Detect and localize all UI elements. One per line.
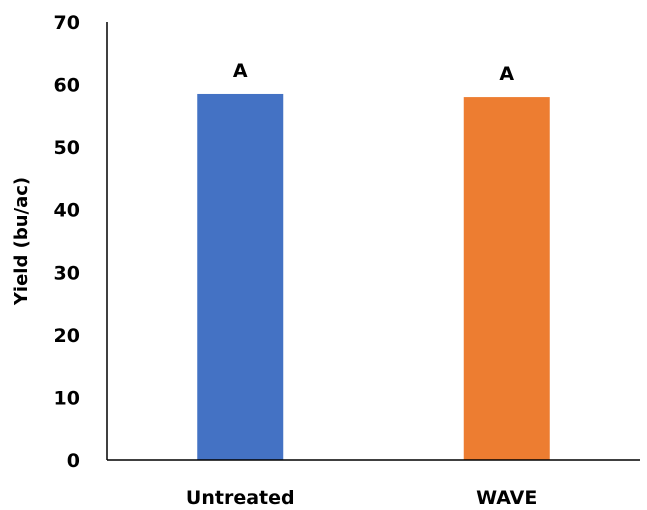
bar-wave: [463, 97, 550, 460]
y-tick-label: 0: [67, 450, 80, 472]
bar-untreated: [197, 93, 284, 460]
y-tick-label: 70: [54, 12, 80, 34]
y-axis-ticks: 0 10 20 30 40 50 60 70: [54, 12, 80, 472]
category-labels: Untreated WAVE: [186, 487, 537, 509]
bar-data-label: A: [499, 63, 514, 85]
bars: [197, 93, 550, 460]
bar-data-label: A: [233, 60, 248, 82]
x-category-label: WAVE: [476, 487, 537, 509]
y-tick-label: 10: [54, 387, 80, 409]
y-tick-label: 30: [54, 262, 80, 284]
y-tick-label: 40: [54, 200, 80, 222]
y-tick-label: 50: [54, 137, 80, 159]
y-tick-label: 60: [54, 75, 80, 97]
x-category-label: Untreated: [186, 487, 295, 509]
y-axis-title: Yield (bu/ac): [11, 177, 32, 306]
y-tick-label: 20: [54, 325, 80, 347]
